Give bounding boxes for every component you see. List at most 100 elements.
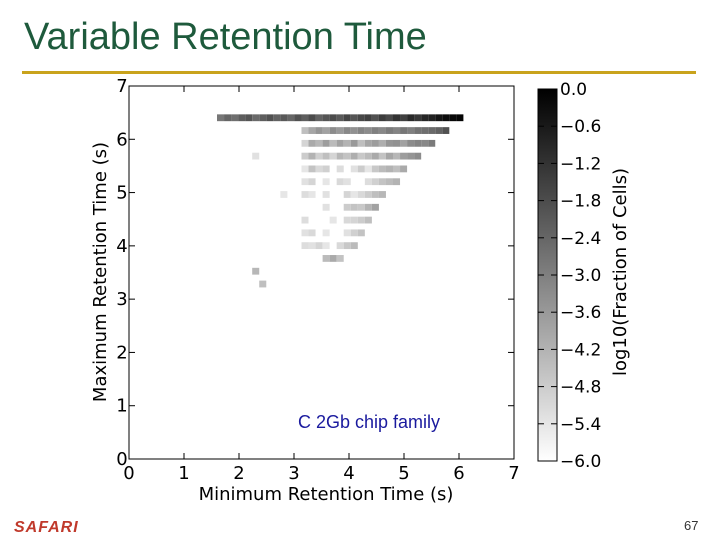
heatmap-cell bbox=[343, 152, 351, 160]
heatmap-cell bbox=[364, 178, 372, 186]
heatmap-cell bbox=[231, 114, 239, 122]
heatmap-cell bbox=[371, 152, 379, 160]
heatmap-cell bbox=[343, 216, 351, 224]
title-divider bbox=[22, 71, 696, 74]
x-tick-label: 7 bbox=[508, 463, 519, 484]
slide-title: Variable Retention Time bbox=[24, 16, 427, 58]
heatmap-cell bbox=[308, 114, 316, 122]
plot-frame bbox=[128, 85, 515, 460]
heatmap-cell bbox=[238, 114, 246, 122]
heatmap-cell bbox=[301, 216, 309, 224]
heatmap-cell bbox=[336, 139, 344, 147]
heatmap-cell bbox=[224, 114, 232, 122]
heatmap-cell bbox=[329, 127, 337, 134]
heatmap-cell bbox=[315, 242, 323, 250]
colorbar-tick-label: −1.2 bbox=[560, 154, 601, 174]
heatmap-cell bbox=[322, 139, 330, 147]
heatmap-cell bbox=[414, 114, 422, 122]
heatmap-cell bbox=[322, 242, 330, 250]
heatmap-cell bbox=[364, 127, 372, 134]
y-tick-label: 0 bbox=[116, 449, 127, 470]
heatmap-cell bbox=[357, 216, 365, 224]
heatmap-cell bbox=[442, 127, 450, 134]
heatmap-cell bbox=[393, 139, 401, 147]
heatmap-cell bbox=[336, 242, 344, 250]
heatmap-cell bbox=[435, 127, 443, 134]
heatmap-cell bbox=[371, 203, 379, 211]
colorbar-tick-label: −6.0 bbox=[560, 452, 601, 472]
heatmap-cell bbox=[357, 191, 365, 198]
heatmap-cell bbox=[252, 267, 260, 275]
heatmap-cell bbox=[308, 191, 316, 198]
heatmap-cell bbox=[400, 114, 408, 122]
heatmap-cell bbox=[301, 127, 309, 134]
heatmap-cell bbox=[357, 165, 365, 173]
heatmap-cell bbox=[442, 114, 450, 122]
heatmap-cell bbox=[315, 127, 323, 134]
heatmap-cell bbox=[301, 165, 309, 173]
heatmap-cell bbox=[357, 127, 365, 134]
colorbar-tick-label: −2.4 bbox=[560, 229, 601, 249]
heatmap-cell bbox=[428, 114, 436, 122]
heatmap-cell bbox=[414, 139, 422, 147]
heatmap-cell bbox=[343, 229, 351, 237]
heatmap-cell bbox=[357, 152, 365, 160]
heatmap-cell bbox=[371, 191, 379, 198]
heatmap-cell bbox=[371, 165, 379, 173]
heatmap-cell bbox=[329, 152, 337, 160]
heatmap-cell bbox=[322, 203, 330, 211]
colorbar-tick-label: −4.2 bbox=[560, 340, 601, 360]
heatmap-cell bbox=[407, 139, 415, 147]
y-tick-label: 5 bbox=[116, 183, 127, 204]
heatmap-cell bbox=[357, 203, 365, 211]
heatmap-cell bbox=[322, 152, 330, 160]
heatmap-cell bbox=[364, 203, 372, 211]
colorbar-tick-label: −0.6 bbox=[560, 117, 601, 137]
heatmap-cell bbox=[378, 191, 386, 198]
colorbar-label: log10(Fraction of Cells) bbox=[610, 168, 631, 376]
chip-family-annotation: C 2Gb chip family bbox=[298, 412, 440, 432]
heatmap-cell bbox=[393, 127, 401, 134]
heatmap-cell bbox=[400, 152, 408, 160]
heatmap-cell bbox=[350, 203, 358, 211]
heatmap-cell bbox=[315, 139, 323, 147]
heatmap-cell bbox=[350, 152, 358, 160]
heatmap-cell bbox=[428, 127, 436, 134]
heatmap-cell bbox=[456, 114, 464, 122]
heatmap-cell bbox=[407, 127, 415, 134]
heatmap-cell bbox=[343, 139, 351, 147]
colorbar-tick-label: −5.4 bbox=[560, 415, 601, 435]
heatmap-cell bbox=[245, 114, 253, 122]
heatmap-cell bbox=[329, 114, 337, 122]
colorbar-tick-label: −3.0 bbox=[560, 266, 601, 286]
heatmap-cell bbox=[385, 139, 393, 147]
heatmap-cell bbox=[308, 242, 316, 250]
heatmap-cell bbox=[315, 165, 323, 173]
y-tick-label: 1 bbox=[116, 396, 127, 417]
heatmap-cell bbox=[435, 114, 443, 122]
heatmap-cell bbox=[407, 114, 415, 122]
heatmap-cell bbox=[449, 114, 457, 122]
colorbar-tick-label: 0.0 bbox=[560, 80, 587, 100]
heatmap-cell bbox=[217, 114, 225, 122]
heatmap-cell bbox=[336, 114, 344, 122]
heatmap-cell bbox=[308, 178, 316, 186]
heatmap-cell bbox=[350, 127, 358, 134]
heatmap-cell bbox=[364, 216, 372, 224]
heatmap-cell bbox=[336, 152, 344, 160]
heatmap-cell bbox=[378, 178, 386, 186]
heatmap-cell bbox=[301, 229, 309, 237]
heatmap-cell bbox=[357, 139, 365, 147]
heatmap-cell bbox=[322, 114, 330, 122]
heatmap-cell bbox=[301, 152, 309, 160]
heatmap-cell bbox=[308, 152, 316, 160]
heatmap-cell bbox=[287, 114, 295, 122]
heatmap-cell bbox=[350, 139, 358, 147]
heatmap-cell bbox=[259, 114, 267, 122]
heatmap-cell bbox=[400, 165, 408, 173]
heatmap-cell bbox=[322, 255, 330, 262]
heatmap-cell bbox=[343, 127, 351, 134]
heatmap-cell bbox=[329, 255, 337, 262]
heatmap-cell bbox=[414, 152, 422, 160]
heatmap-cell bbox=[308, 127, 316, 134]
